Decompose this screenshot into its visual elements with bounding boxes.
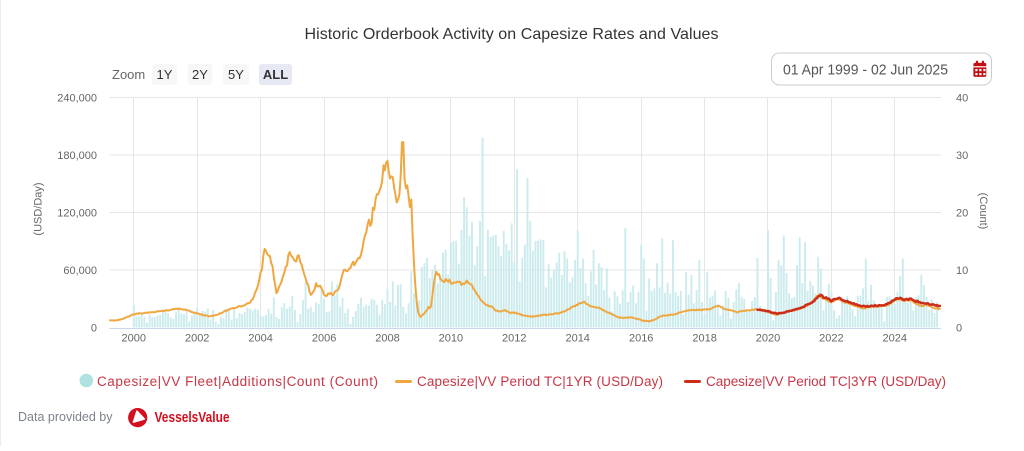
svg-text:40: 40 <box>956 93 968 105</box>
svg-text:5Y: 5Y <box>228 67 244 82</box>
svg-text:Data provided by: Data provided by <box>18 410 113 424</box>
svg-text:VesselsValue: VesselsValue <box>155 410 230 426</box>
svg-text:2000: 2000 <box>122 333 146 345</box>
svg-text:30: 30 <box>956 150 968 162</box>
svg-text:2014: 2014 <box>565 333 589 345</box>
svg-text:0: 0 <box>956 323 962 335</box>
svg-text:ALL: ALL <box>263 67 288 82</box>
svg-text:2010: 2010 <box>439 333 463 345</box>
svg-text:10: 10 <box>956 265 968 277</box>
svg-text:2002: 2002 <box>185 333 209 345</box>
svg-text:2004: 2004 <box>248 333 272 345</box>
svg-text:Capesize|VV Period TC|3YR (USD: Capesize|VV Period TC|3YR (USD/Day) <box>706 374 946 389</box>
svg-text:2018: 2018 <box>692 333 716 345</box>
svg-text:60,000: 60,000 <box>63 265 97 277</box>
svg-text:Capesize|VV Period TC|1YR (USD: Capesize|VV Period TC|1YR (USD/Day) <box>417 374 663 389</box>
svg-text:(USD/Day): (USD/Day) <box>33 182 45 235</box>
svg-text:Capesize|VV Fleet|Additions|Co: Capesize|VV Fleet|Additions|Count (Count… <box>97 374 378 389</box>
svg-text:2008: 2008 <box>375 333 399 345</box>
svg-text:1Y: 1Y <box>157 67 173 82</box>
svg-text:Historic Orderbook Activity on: Historic Orderbook Activity on Capesize … <box>305 26 719 43</box>
svg-text:240,000: 240,000 <box>57 93 97 105</box>
svg-text:180,000: 180,000 <box>57 150 97 162</box>
svg-text:2006: 2006 <box>312 333 336 345</box>
svg-text:0: 0 <box>91 323 97 335</box>
svg-text:2Y: 2Y <box>192 67 208 82</box>
svg-text:(Count): (Count) <box>977 193 989 230</box>
svg-text:20: 20 <box>956 208 968 220</box>
svg-text:2024: 2024 <box>883 333 907 345</box>
svg-text:2022: 2022 <box>819 333 843 345</box>
svg-text:120,000: 120,000 <box>57 208 97 220</box>
svg-text:01 Apr 1999 - 02 Jun 2025: 01 Apr 1999 - 02 Jun 2025 <box>783 62 948 79</box>
svg-text:2016: 2016 <box>629 333 653 345</box>
svg-text:2012: 2012 <box>502 333 526 345</box>
svg-text:Zoom: Zoom <box>112 67 145 82</box>
svg-text:2020: 2020 <box>756 333 780 345</box>
